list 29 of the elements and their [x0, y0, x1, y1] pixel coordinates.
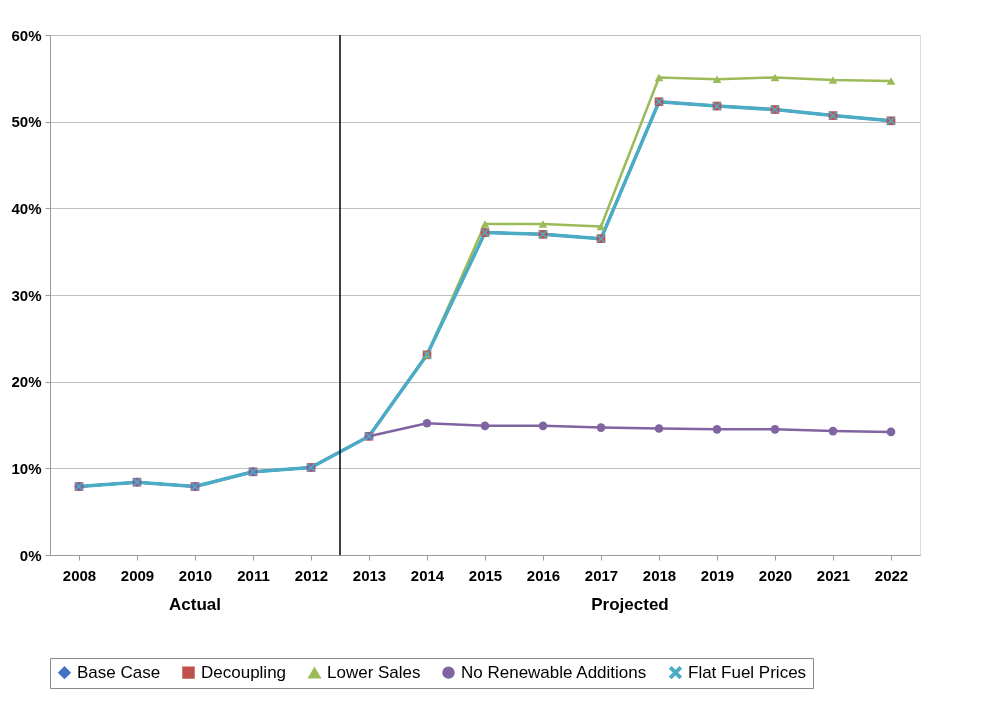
y-tick-label: 20% — [11, 373, 42, 391]
x-tick-label: 2008 — [62, 566, 97, 584]
x-tick-label: 2017 — [584, 566, 619, 584]
x-tick-label: 2016 — [526, 566, 561, 584]
text: Actual — [169, 595, 221, 614]
x-tick-label: 2015 — [468, 566, 503, 584]
x-tick-label: 2018 — [642, 566, 677, 584]
legend-label: Base Case — [77, 662, 161, 682]
legend-label: No Renewable Additions — [461, 662, 647, 682]
legend-label: Decoupling — [201, 662, 287, 682]
y-tick-label: 60% — [11, 26, 42, 44]
x-tick-label: 2010 — [178, 566, 213, 584]
x-tick-label: 2020 — [758, 566, 793, 584]
y-tick-label: 40% — [11, 199, 42, 217]
x-tick-label: 2011 — [237, 566, 270, 584]
x-tick-label: 2014 — [410, 566, 445, 584]
y-tick-label: 10% — [11, 459, 42, 477]
text: Projected — [591, 595, 669, 614]
legend-label: Flat Fuel Prices — [688, 662, 807, 682]
y-tick-label: 50% — [11, 113, 42, 131]
x-tick-label: 2019 — [700, 566, 735, 584]
x-tick-label: 2022 — [874, 566, 909, 584]
x-tick-label: 2012 — [294, 566, 329, 584]
x-tick-label: 2013 — [352, 566, 387, 584]
legend-label: Lower Sales — [327, 662, 421, 682]
y-tick-label: 0% — [19, 546, 42, 564]
x-tick-label: 2009 — [120, 566, 155, 584]
y-tick-label: 30% — [11, 286, 42, 304]
x-tick-label: 2021 — [816, 566, 851, 584]
